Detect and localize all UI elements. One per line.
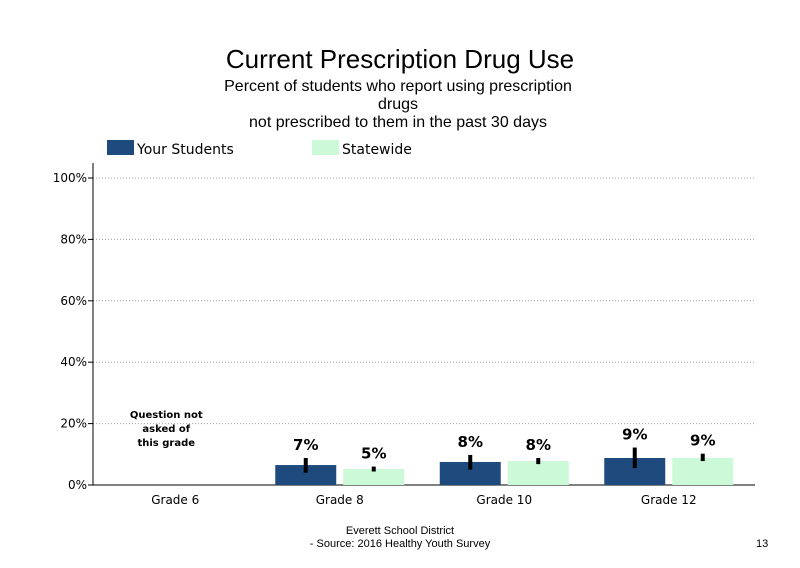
annotation-text: this grade <box>137 438 195 449</box>
bar-statewide <box>507 461 569 485</box>
legend-label: Your Students <box>136 142 234 158</box>
y-tick-label: 100% <box>53 171 87 185</box>
footer-line: Everett School District <box>345 525 455 537</box>
y-tick-label: 0% <box>68 478 87 492</box>
footer-line: - Source: 2016 Healthy Youth Survey <box>309 538 491 550</box>
data-label: 8% <box>526 436 551 454</box>
x-tick-label: Grade 8 <box>316 493 364 507</box>
x-tick-label: Grade 6 <box>151 493 199 507</box>
page-number: 13 <box>756 538 769 550</box>
bar-statewide <box>672 457 734 485</box>
bar-your-students <box>275 465 337 485</box>
data-label: 7% <box>293 436 318 454</box>
subtitle-line: not prescribed to them in the past 30 da… <box>249 114 547 131</box>
data-label: 9% <box>690 432 715 450</box>
y-tick-label: 20% <box>60 417 87 431</box>
bar-your-students <box>439 461 501 485</box>
chart-subtitle: Percent of students who report using pre… <box>198 78 598 132</box>
annotation-text: Question not <box>130 410 203 421</box>
annotation-text: asked of <box>142 424 190 435</box>
x-tick-label: Grade 12 <box>641 493 697 507</box>
x-tick-label: Grade 10 <box>476 493 532 507</box>
chart-title: Current Prescription Drug Use <box>225 44 575 74</box>
subtitle-line: Percent of students who report using pre… <box>224 78 572 95</box>
y-tick-label: 40% <box>60 355 87 369</box>
subtitle-line: drugs <box>377 96 419 113</box>
legend-swatch-your-students <box>107 140 134 155</box>
legend-swatch-statewide <box>312 140 339 155</box>
y-tick-label: 80% <box>60 232 87 246</box>
legend-label: Statewide <box>342 142 412 158</box>
bar-statewide <box>343 469 405 485</box>
data-label: 8% <box>458 433 483 451</box>
y-tick-label: 60% <box>60 294 87 308</box>
data-label: 5% <box>361 445 386 463</box>
data-label: 9% <box>622 426 647 444</box>
bar-chart: 0% 20% 40% 60% 80% 100% Grade 6 Grade 8 Grade 10… <box>53 140 755 507</box>
footer-source: Everett School District - Source: 2016 H… <box>260 525 540 551</box>
